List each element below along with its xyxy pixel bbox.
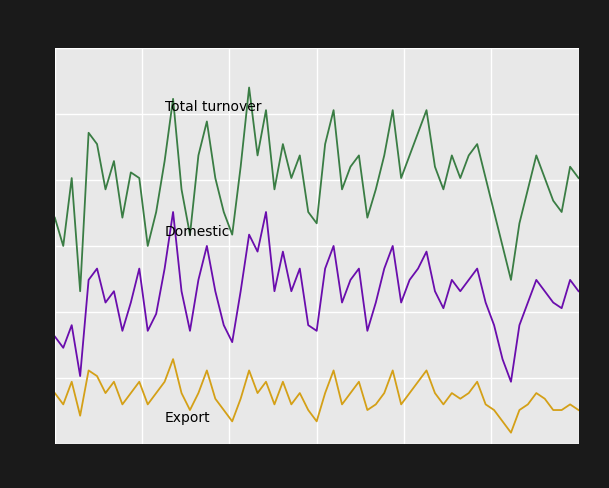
Text: Domestic: Domestic: [164, 224, 230, 238]
Text: Total turnover: Total turnover: [164, 100, 261, 114]
Text: Export: Export: [164, 410, 210, 425]
